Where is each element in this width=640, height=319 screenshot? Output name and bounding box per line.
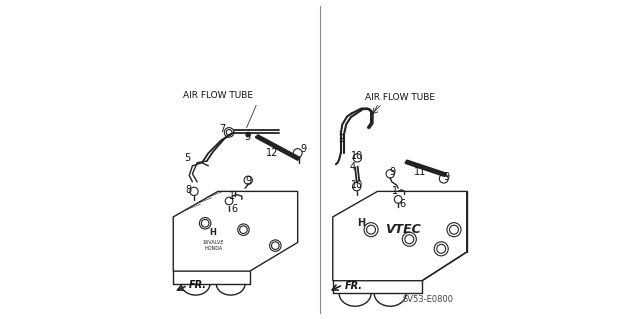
Text: 10: 10 (351, 151, 363, 161)
Text: 8: 8 (186, 185, 191, 195)
Text: AIR FLOW TUBE: AIR FLOW TUBE (365, 93, 435, 102)
Text: 3: 3 (244, 131, 250, 142)
Text: H: H (210, 228, 216, 237)
Circle shape (246, 132, 251, 137)
Text: FR.: FR. (189, 280, 207, 290)
Text: 6: 6 (399, 199, 405, 209)
Text: FR.: FR. (345, 281, 363, 291)
Text: 12: 12 (266, 148, 278, 158)
Text: 7: 7 (220, 124, 226, 134)
Text: 16VALVE
HONDA: 16VALVE HONDA (202, 240, 224, 251)
Text: 2: 2 (339, 134, 345, 144)
Text: 9: 9 (444, 172, 449, 182)
Text: 9: 9 (300, 144, 306, 154)
Text: 4: 4 (349, 162, 355, 173)
Text: 5: 5 (184, 153, 191, 163)
Text: 9: 9 (390, 167, 396, 177)
Text: 11: 11 (413, 167, 426, 177)
Text: 1: 1 (228, 191, 235, 201)
Text: 10: 10 (351, 180, 363, 190)
Text: SV53-E0800: SV53-E0800 (403, 295, 454, 304)
Text: 1: 1 (392, 186, 398, 197)
Text: 6: 6 (231, 204, 237, 214)
Text: H: H (357, 218, 365, 228)
Text: VTEC: VTEC (385, 223, 421, 236)
Text: 9: 9 (246, 176, 252, 186)
Text: AIR FLOW TUBE: AIR FLOW TUBE (183, 91, 253, 100)
